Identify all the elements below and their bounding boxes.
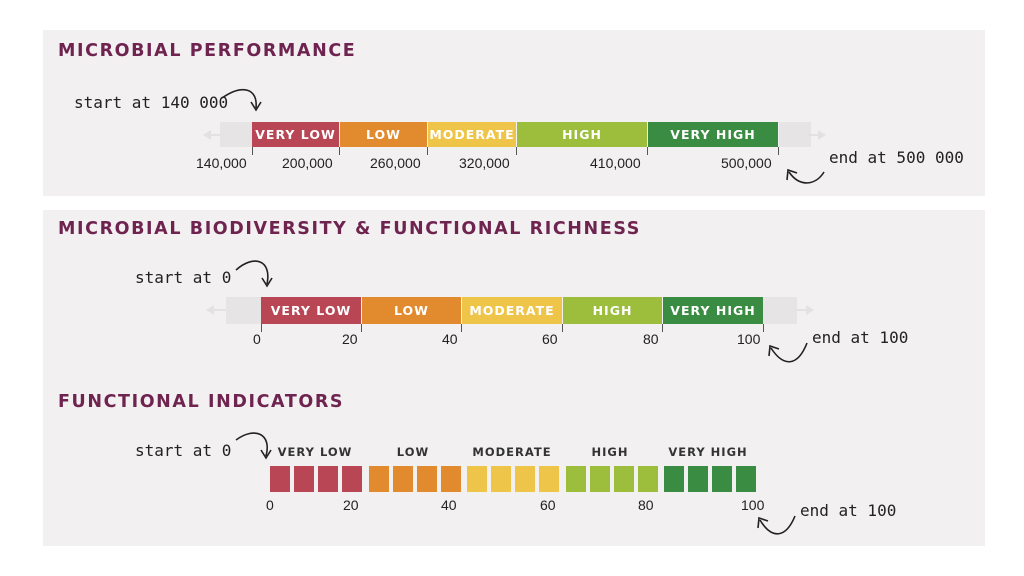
start-note: start at 0: [135, 268, 232, 287]
end-note: end at 100: [812, 328, 909, 347]
segment-moderate: MODERATE: [428, 122, 516, 147]
biodiversity-functional-panel: [43, 210, 985, 546]
segment-very-high: VERY HIGH: [648, 122, 778, 147]
tick-label: 60: [542, 331, 558, 347]
segment-very-low: VERY LOW: [261, 297, 361, 324]
left-arrow-icon: [206, 305, 214, 315]
segment-high: HIGH: [563, 297, 662, 324]
right-arrow-icon: [806, 305, 814, 315]
tick-label: 500,000: [721, 155, 772, 171]
indicator-square: [369, 466, 389, 492]
indicator-square: [664, 466, 684, 492]
end-arrow-icon: [786, 168, 825, 184]
indicator-square: [712, 466, 732, 492]
tick-label: 320,000: [459, 155, 510, 171]
indicator-square: [318, 466, 338, 492]
right-ghost-segment: [763, 297, 797, 324]
tick-label: 260,000: [370, 155, 421, 171]
tick-label: 410,000: [590, 155, 641, 171]
end-note: end at 100: [800, 501, 897, 520]
left-arrow-icon: [203, 130, 211, 140]
tick-label: 100: [737, 331, 761, 347]
end-arrow-icon: [768, 342, 808, 363]
indicator-label-very-high: VERY HIGH: [668, 445, 748, 459]
indicator-square: [491, 466, 511, 492]
segment-moderate: MODERATE: [462, 297, 562, 324]
tick-label: 20: [343, 497, 359, 513]
tick-label: 140,000: [196, 155, 247, 171]
segment-very-low: VERY LOW: [252, 122, 339, 147]
indicator-square: [736, 466, 756, 492]
indicator-label-very-low: VERY LOW: [277, 445, 353, 459]
indicator-square: [688, 466, 708, 492]
indicator-square: [566, 466, 586, 492]
tick-label: 0: [266, 497, 274, 513]
start-arrow-icon: [235, 432, 272, 460]
tick-label: 60: [540, 497, 556, 513]
tick-label: 40: [442, 331, 458, 347]
tick-label: 80: [638, 497, 654, 513]
end-arrow-icon: [757, 515, 796, 535]
indicator-square: [417, 466, 437, 492]
indicator-label-moderate: MODERATE: [472, 445, 552, 459]
indicator-square: [590, 466, 610, 492]
start-arrow-icon: [235, 260, 273, 288]
biodiversity-title: MICROBIAL BIODIVERSITY & FUNCTIONAL RICH…: [58, 219, 641, 239]
start-note: start at 140 000: [74, 93, 229, 112]
end-note: end at 500 000: [829, 148, 964, 167]
tick-label: 40: [441, 497, 457, 513]
indicator-square: [270, 466, 290, 492]
right-arrow-icon: [818, 130, 826, 140]
right-ghost-segment: [779, 122, 811, 147]
segment-low: LOW: [340, 122, 427, 147]
tick-label: 80: [643, 331, 659, 347]
indicator-square: [441, 466, 461, 492]
indicator-square: [467, 466, 487, 492]
indicator-label-high: HIGH: [591, 445, 629, 459]
indicator-square: [614, 466, 634, 492]
start-note: start at 0: [135, 441, 232, 460]
indicator-square: [393, 466, 413, 492]
left-ghost-segment: [220, 122, 252, 147]
tick-label: 200,000: [282, 155, 333, 171]
indicator-square: [638, 466, 658, 492]
tick-label: 100: [741, 497, 765, 513]
tick-label: 20: [342, 331, 358, 347]
start-arrow-icon: [221, 88, 262, 112]
tick-label: 0: [253, 331, 261, 347]
indicator-label-low: LOW: [396, 445, 430, 459]
microbial-performance-panel: [43, 30, 985, 196]
functional-indicators-title: FUNCTIONAL INDICATORS: [58, 392, 345, 412]
indicator-square: [342, 466, 362, 492]
segment-low: LOW: [362, 297, 461, 324]
microbial-performance-title: MICROBIAL PERFORMANCE: [58, 41, 357, 61]
indicator-square: [294, 466, 314, 492]
left-ghost-segment: [226, 297, 261, 324]
indicator-square: [515, 466, 535, 492]
segment-high: HIGH: [517, 122, 647, 147]
indicator-square: [539, 466, 559, 492]
segment-very-high: VERY HIGH: [663, 297, 763, 324]
